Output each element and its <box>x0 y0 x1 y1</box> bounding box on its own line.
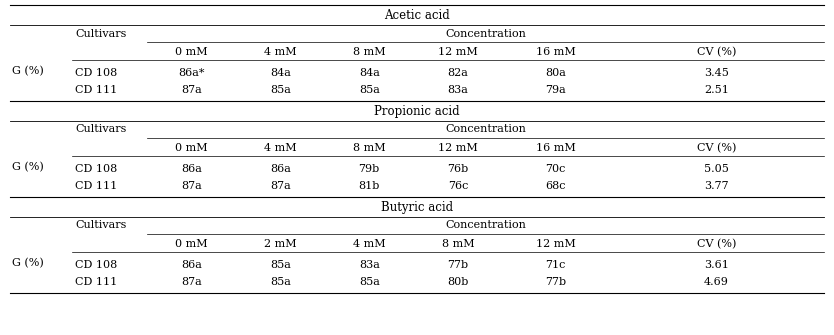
Text: 86a*: 86a* <box>178 68 204 78</box>
Text: 8 mM: 8 mM <box>353 143 385 153</box>
Text: 2.51: 2.51 <box>704 85 729 94</box>
Text: 85a: 85a <box>270 85 291 94</box>
Text: 77b: 77b <box>545 277 566 286</box>
Text: 87a: 87a <box>270 181 290 191</box>
Text: 0 mM: 0 mM <box>175 143 208 153</box>
Text: 84a: 84a <box>359 68 379 78</box>
Text: G (%): G (%) <box>13 258 44 268</box>
Text: 87a: 87a <box>181 85 202 94</box>
Text: 85a: 85a <box>270 277 291 286</box>
Text: CD 111: CD 111 <box>75 277 118 286</box>
Text: Butyric acid: Butyric acid <box>381 201 453 214</box>
Text: 3.45: 3.45 <box>704 68 729 78</box>
Text: 3.61: 3.61 <box>704 260 729 270</box>
Text: 87a: 87a <box>181 277 202 286</box>
Text: 83a: 83a <box>448 85 469 94</box>
Text: 79b: 79b <box>359 164 379 174</box>
Text: Cultivars: Cultivars <box>75 125 127 134</box>
Text: 70c: 70c <box>545 164 565 174</box>
Text: Cultivars: Cultivars <box>75 28 127 39</box>
Text: 86a: 86a <box>270 164 291 174</box>
Text: 4 mM: 4 mM <box>264 143 297 153</box>
Text: 5.05: 5.05 <box>704 164 729 174</box>
Text: 2 mM: 2 mM <box>264 239 297 249</box>
Text: 16 mM: 16 mM <box>535 143 575 153</box>
Text: 12 mM: 12 mM <box>439 143 478 153</box>
Text: 86a: 86a <box>181 260 202 270</box>
Text: 12 mM: 12 mM <box>439 47 478 57</box>
Text: 84a: 84a <box>270 68 291 78</box>
Text: 3.77: 3.77 <box>704 181 729 191</box>
Text: Acetic acid: Acetic acid <box>384 9 450 22</box>
Text: 85a: 85a <box>359 277 379 286</box>
Text: Cultivars: Cultivars <box>75 220 127 230</box>
Text: Concentration: Concentration <box>445 28 526 39</box>
Text: 77b: 77b <box>448 260 469 270</box>
Text: 85a: 85a <box>359 85 379 94</box>
Text: 86a: 86a <box>181 164 202 174</box>
Text: 68c: 68c <box>545 181 565 191</box>
Text: 4.69: 4.69 <box>704 277 729 286</box>
Text: CD 108: CD 108 <box>75 260 118 270</box>
Text: 87a: 87a <box>181 181 202 191</box>
Text: Propionic acid: Propionic acid <box>374 105 460 118</box>
Text: 71c: 71c <box>545 260 565 270</box>
Text: CD 111: CD 111 <box>75 85 118 94</box>
Text: 76b: 76b <box>448 164 469 174</box>
Text: 0 mM: 0 mM <box>175 47 208 57</box>
Text: 4 mM: 4 mM <box>353 239 385 249</box>
Text: Concentration: Concentration <box>445 125 526 134</box>
Text: 81b: 81b <box>359 181 380 191</box>
Text: 0 mM: 0 mM <box>175 239 208 249</box>
Text: CV (%): CV (%) <box>696 143 736 153</box>
Text: CV (%): CV (%) <box>696 47 736 57</box>
Text: G (%): G (%) <box>13 66 44 76</box>
Text: 80b: 80b <box>448 277 469 286</box>
Text: 76c: 76c <box>448 181 469 191</box>
Text: 12 mM: 12 mM <box>535 239 575 249</box>
Text: 8 mM: 8 mM <box>442 239 475 249</box>
Text: CD 108: CD 108 <box>75 68 118 78</box>
Text: 85a: 85a <box>270 260 291 270</box>
Text: 79a: 79a <box>545 85 565 94</box>
Text: 83a: 83a <box>359 260 379 270</box>
Text: Concentration: Concentration <box>445 220 526 230</box>
Text: G (%): G (%) <box>13 162 44 172</box>
Text: CD 108: CD 108 <box>75 164 118 174</box>
Text: CV (%): CV (%) <box>696 239 736 249</box>
Text: 82a: 82a <box>448 68 469 78</box>
Text: 8 mM: 8 mM <box>353 47 385 57</box>
Text: CD 111: CD 111 <box>75 181 118 191</box>
Text: 4 mM: 4 mM <box>264 47 297 57</box>
Text: 80a: 80a <box>545 68 565 78</box>
Text: 16 mM: 16 mM <box>535 47 575 57</box>
